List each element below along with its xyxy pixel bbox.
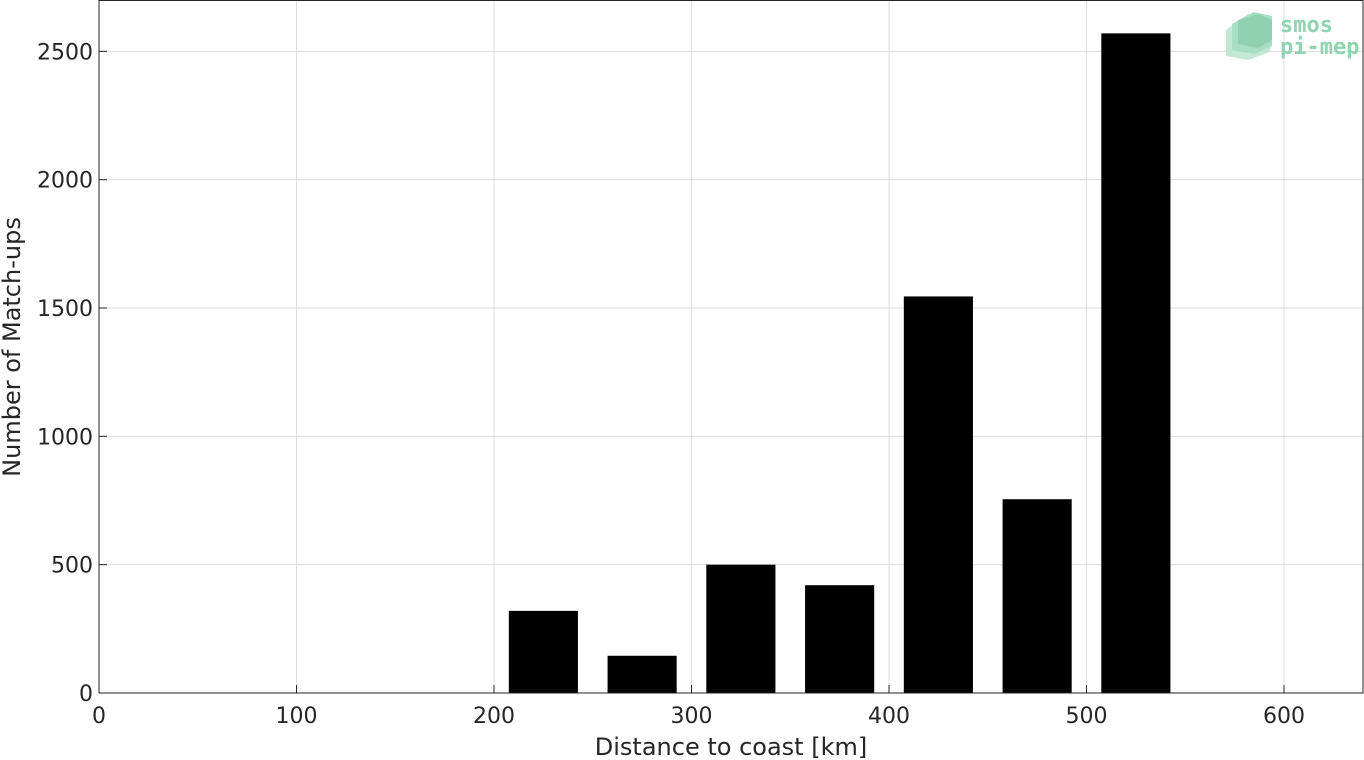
bar [805, 585, 875, 693]
x-tick-label: 100 [276, 704, 318, 729]
y-tick-label: 0 [79, 682, 93, 707]
x-tick-label: 500 [1066, 704, 1108, 729]
bar [1002, 499, 1072, 693]
logo-text-smos: smos [1280, 13, 1333, 38]
bar [903, 296, 973, 693]
bar [607, 655, 677, 693]
y-tick-label: 2000 [37, 169, 93, 194]
bars-group [508, 33, 1171, 694]
y-tick-label: 500 [51, 554, 93, 579]
plot-frame [98, 0, 1364, 694]
x-tick-label: 0 [92, 704, 106, 729]
smos-pi-mep-logo: smos pi-mep [1226, 12, 1359, 60]
logo-waves-icon [1226, 12, 1272, 60]
x-tick-label: 600 [1263, 704, 1305, 729]
y-tick-label: 1000 [37, 425, 93, 450]
y-tick-label: 1500 [37, 297, 93, 322]
y-axis-label: Number of Match-ups [0, 217, 26, 477]
x-axis-ticks: 0 100 200 300 400 500 600 [92, 685, 1305, 729]
bar [1101, 33, 1171, 694]
logo-text-pi-mep: pi-mep [1280, 35, 1359, 60]
x-tick-label: 200 [473, 704, 515, 729]
bar [706, 564, 776, 693]
y-axis-ticks: 0 500 1000 1500 2000 2500 [37, 40, 107, 707]
x-tick-label: 400 [868, 704, 910, 729]
y-tick-label: 2500 [37, 40, 93, 65]
bar [508, 610, 578, 693]
x-tick-label: 300 [671, 704, 713, 729]
x-axis-label: Distance to coast [km] [595, 733, 867, 760]
